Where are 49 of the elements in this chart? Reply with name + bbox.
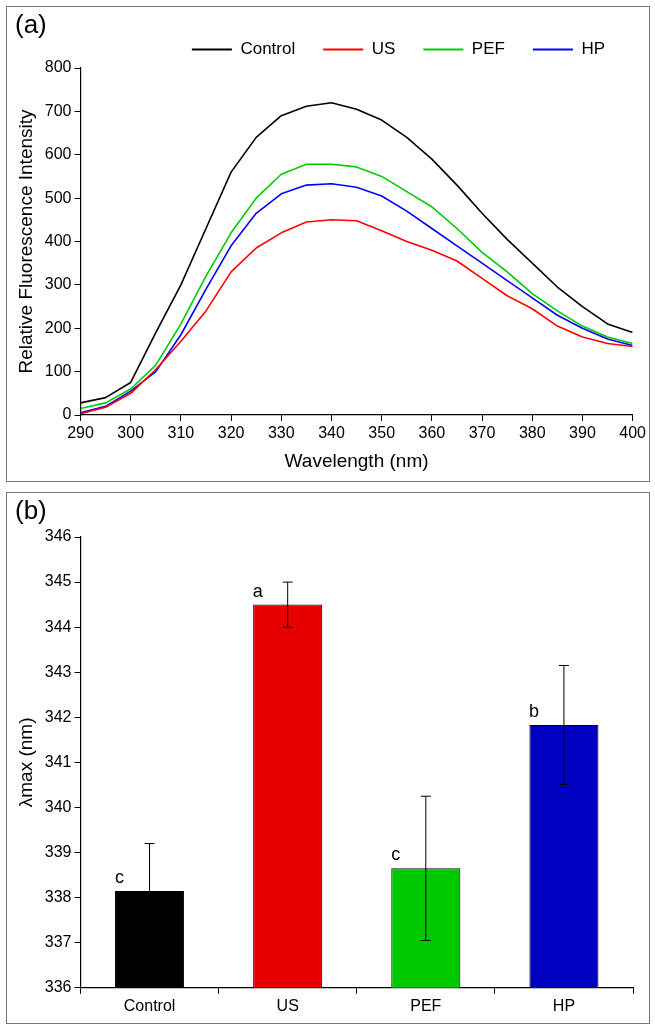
legend-label: HP [581,39,606,59]
y-tick-label: 338 [44,888,72,906]
x-tick-label: 300 [117,424,145,442]
x-tick-label: 290 [67,424,94,442]
x-tick-label: PEF [410,996,442,1014]
y-tick-label: 342 [44,707,72,725]
x-tick-label: 350 [368,424,396,442]
y-tick-label: 343 [44,662,72,680]
y-tick-label: 339 [44,842,72,860]
legend-label: Control [240,39,296,59]
annotation: c [115,866,125,887]
y-tick-label: 340 [44,797,72,815]
y-tick-label: 337 [44,933,72,951]
y-tick-label: 200 [44,318,72,336]
x-tick-label: 400 [619,424,647,442]
text: (b) [15,495,47,526]
y-tick-label: 336 [44,978,72,996]
x-axis-title: Wavelength (nm) [284,449,429,471]
y-tick-label: 344 [44,617,72,635]
y-tick-label: 100 [44,362,72,380]
x-tick-label: 370 [468,424,496,442]
annotation: a [252,580,264,601]
legend-label: PEF [471,39,505,59]
y-tick-label: 345 [44,572,72,590]
annotation: c [391,844,401,865]
text: (a) [15,9,47,40]
x-tick-label: 360 [418,424,446,442]
x-tick-label: 380 [518,424,546,442]
y-tick-label: 346 [44,527,72,545]
x-tick-label: US [276,996,299,1014]
y-tick-label: 341 [44,752,72,770]
y-tick-label: 500 [44,188,72,206]
y-axis-title: λmax (nm) [14,717,36,808]
y-tick-label: 600 [44,145,72,163]
y-tick-label: 300 [44,275,72,293]
annotation: b [528,700,539,721]
legend-label: US [371,39,396,59]
x-tick-label: 340 [318,424,345,442]
y-axis-title: Relative Fluorescence Intensity [14,108,36,374]
y-tick-label: 0 [62,405,72,423]
x-tick-label: Control [123,996,176,1014]
x-tick-label: HP [552,996,576,1014]
x-tick-label: 330 [267,424,295,442]
x-tick-label: 320 [217,424,245,442]
y-tick-label: 800 [44,58,72,76]
x-tick-label: 310 [167,424,195,442]
y-tick-label: 400 [44,231,72,249]
y-tick-label: 700 [44,101,72,119]
x-tick-label: 390 [569,424,596,442]
